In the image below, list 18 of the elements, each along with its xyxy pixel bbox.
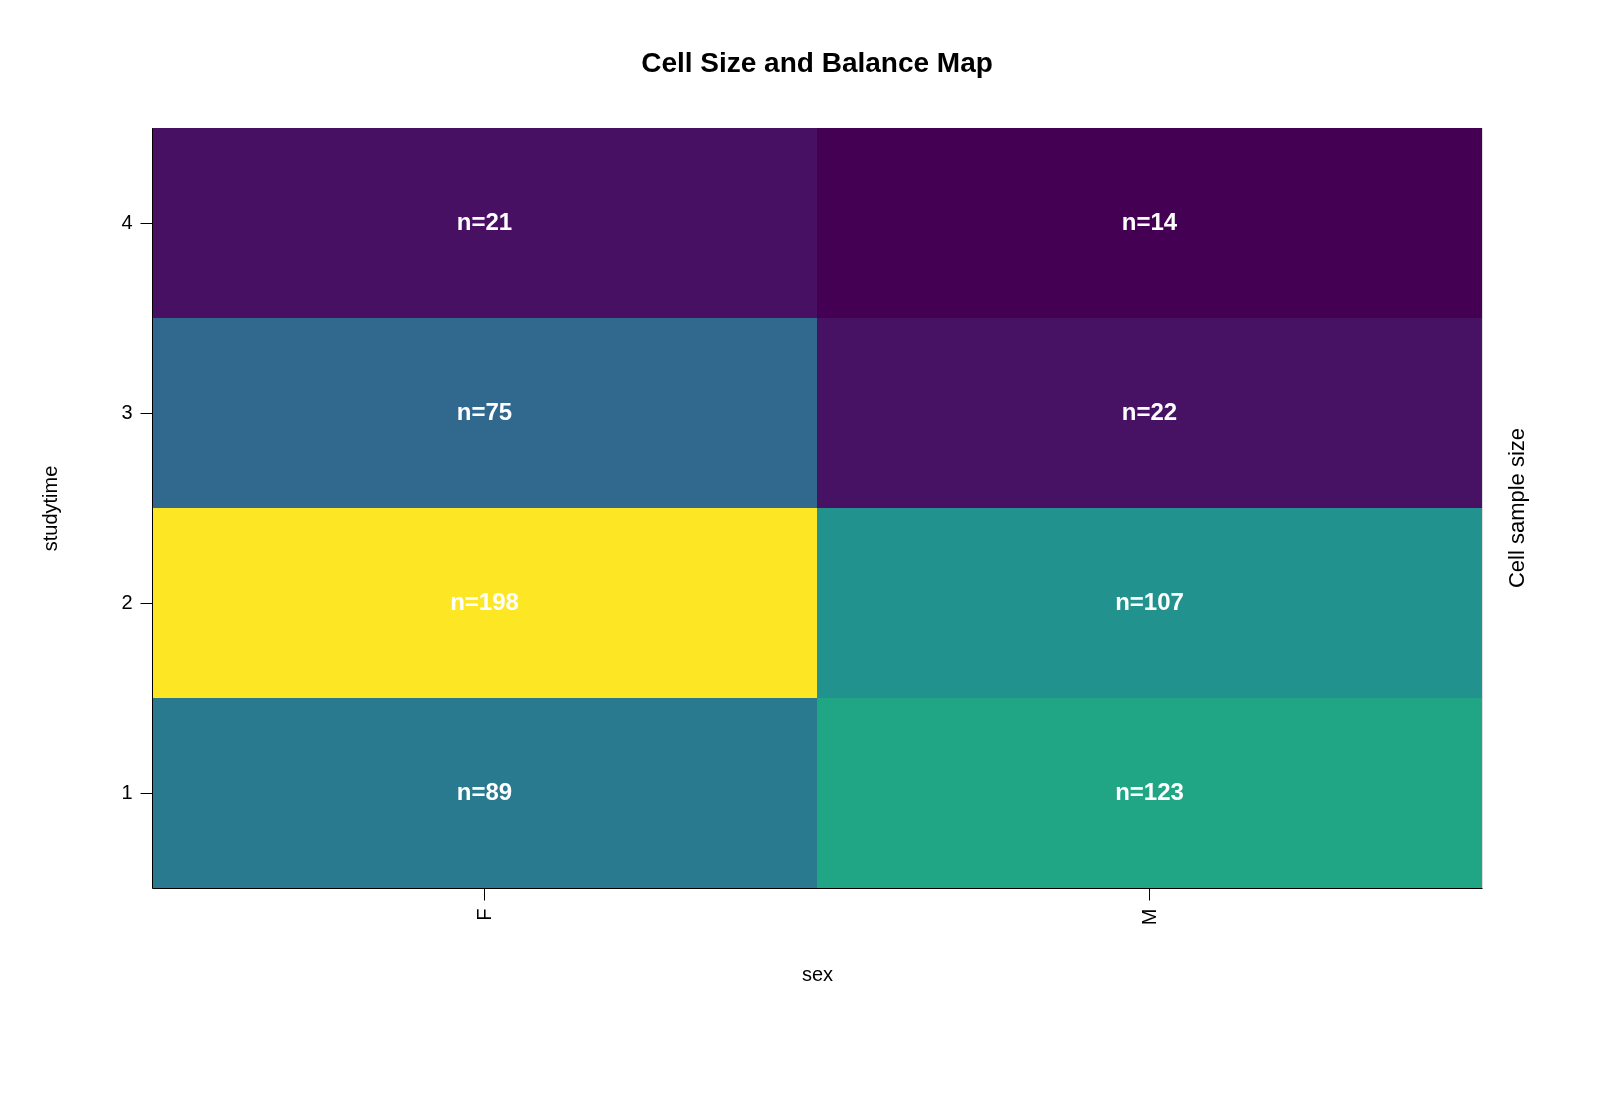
y-tick-label: 3 — [121, 401, 133, 423]
data-label: n=22 — [1121, 398, 1178, 425]
y-tick-label: 2 — [121, 591, 133, 613]
color-bar-title: Cell sample size — [1504, 427, 1529, 589]
data-label: n=75 — [456, 398, 513, 425]
y-axis-title: studytime — [39, 465, 62, 552]
y-tick-label: 4 — [121, 211, 133, 233]
data-label: n=14 — [1121, 208, 1178, 235]
data-label: n=107 — [1115, 588, 1184, 615]
data-label: n=198 — [450, 588, 519, 615]
y-tick-label: 1 — [121, 781, 133, 803]
data-label: n=123 — [1115, 778, 1184, 805]
x-axis-title: sex — [801, 963, 834, 986]
data-label: n=89 — [456, 778, 513, 805]
x-tick-label: M — [1137, 908, 1160, 926]
x-tick-label: F — [472, 908, 495, 921]
data-label: n=21 — [456, 208, 513, 235]
chart-title: Cell Size and Balance Map — [641, 47, 993, 78]
